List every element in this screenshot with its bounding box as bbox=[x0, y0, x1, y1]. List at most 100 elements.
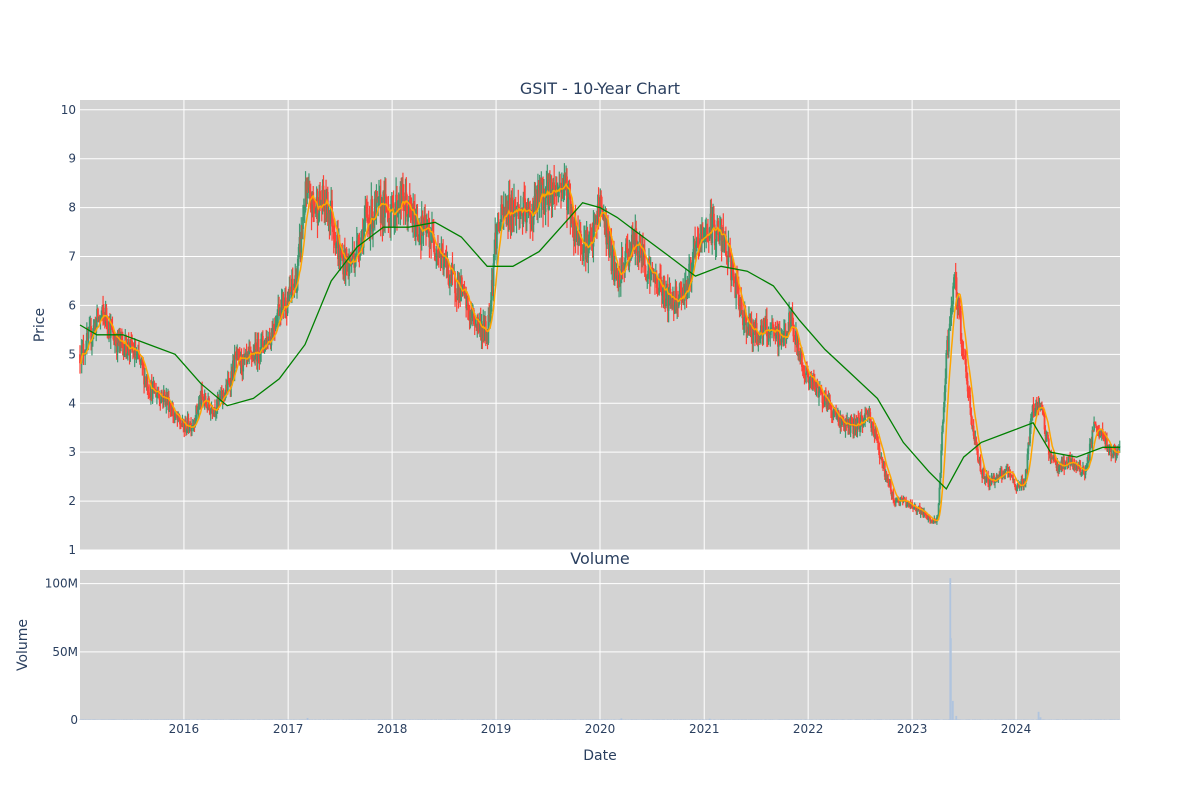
volume-bar bbox=[542, 719, 544, 720]
candle-body bbox=[579, 230, 582, 246]
candle-body bbox=[804, 374, 807, 376]
candle-body bbox=[816, 381, 819, 388]
candle-body bbox=[679, 283, 682, 287]
candle-body bbox=[1112, 449, 1115, 456]
candle-body bbox=[551, 189, 554, 207]
volume-bar bbox=[239, 719, 242, 720]
volume-bar bbox=[555, 719, 558, 720]
candle-body bbox=[938, 487, 941, 504]
candle-body bbox=[102, 307, 104, 314]
candle-body bbox=[1004, 470, 1007, 474]
candle-body bbox=[369, 224, 372, 235]
date-x-tick-label: 2023 bbox=[897, 722, 928, 736]
volume-bar bbox=[509, 719, 512, 720]
candle-body bbox=[895, 500, 898, 502]
volume-bar bbox=[648, 719, 650, 720]
volume-bar bbox=[479, 719, 481, 720]
candle-body bbox=[566, 198, 569, 211]
candle-body bbox=[406, 205, 409, 222]
candle-body bbox=[568, 195, 571, 197]
date-x-tick-labels: 2016 2017 2018 2019 2020 2021 2022 2023 2024 bbox=[169, 722, 1032, 736]
volume-bar bbox=[557, 719, 560, 720]
candle-body bbox=[791, 312, 794, 326]
candle-body bbox=[442, 253, 444, 270]
volume-bar bbox=[201, 719, 203, 720]
volume-bar bbox=[1112, 719, 1114, 720]
volume-bar bbox=[601, 719, 603, 720]
volume-bar bbox=[936, 719, 939, 720]
candle-body bbox=[703, 234, 706, 237]
volume-bar bbox=[125, 719, 127, 720]
ma-long-line bbox=[79, 201, 1120, 490]
candle-body bbox=[673, 305, 676, 309]
volume-bar bbox=[778, 719, 781, 720]
candle-body bbox=[386, 209, 389, 212]
candle-body bbox=[1115, 455, 1118, 457]
volume-bar bbox=[424, 719, 426, 720]
volume-bar bbox=[82, 719, 85, 720]
candle-body bbox=[725, 255, 728, 258]
volume-bar bbox=[519, 719, 521, 720]
candle-body bbox=[1094, 423, 1097, 426]
volume-bar bbox=[836, 719, 838, 720]
volume-bar bbox=[502, 719, 505, 720]
volume-bar bbox=[877, 719, 880, 720]
candle-body bbox=[905, 500, 908, 507]
volume-bar bbox=[197, 719, 199, 720]
volume-bar bbox=[1012, 719, 1015, 720]
volume-bar bbox=[598, 719, 601, 720]
candle-body bbox=[621, 256, 624, 266]
candle-body bbox=[290, 292, 292, 294]
volume-bar bbox=[514, 719, 517, 720]
candle-body bbox=[877, 442, 880, 449]
candle-body bbox=[869, 412, 872, 422]
candle-body bbox=[1076, 466, 1078, 470]
candle-body bbox=[912, 508, 915, 510]
candle-body bbox=[242, 354, 245, 372]
candle-body bbox=[900, 497, 903, 500]
candle-body bbox=[273, 325, 275, 329]
candle-body bbox=[378, 196, 380, 198]
volume-bar bbox=[979, 719, 982, 720]
candle-body bbox=[169, 407, 172, 411]
candle-body bbox=[665, 287, 667, 307]
volume-bar bbox=[925, 719, 928, 720]
candle-body bbox=[607, 220, 609, 234]
candle-body bbox=[876, 434, 878, 437]
candle-body bbox=[450, 265, 453, 280]
candle-body bbox=[432, 233, 435, 249]
candle-body bbox=[1093, 421, 1095, 431]
volume-bar bbox=[753, 719, 755, 720]
candle-body bbox=[153, 382, 156, 394]
volume-bar bbox=[591, 719, 594, 720]
candle-body bbox=[139, 359, 142, 362]
candle-body bbox=[196, 405, 198, 413]
candle-body bbox=[925, 515, 928, 518]
candle-body bbox=[936, 517, 939, 519]
volume-bar bbox=[954, 719, 956, 720]
volume-bar bbox=[923, 719, 925, 720]
volume-bar bbox=[373, 719, 375, 720]
candle-body bbox=[319, 191, 321, 205]
candle-body bbox=[887, 478, 890, 482]
candle-body bbox=[106, 321, 109, 330]
candle-body bbox=[405, 192, 408, 206]
candle-body bbox=[954, 276, 957, 278]
candle-body bbox=[724, 235, 727, 256]
candle-body bbox=[968, 391, 971, 395]
candle-body bbox=[501, 204, 503, 208]
candle-body bbox=[972, 425, 975, 436]
volume-bar bbox=[949, 638, 952, 720]
volume-bar bbox=[663, 719, 666, 720]
volume-bar bbox=[573, 719, 575, 720]
candle-body bbox=[947, 328, 950, 352]
candle-body bbox=[553, 182, 556, 192]
candle-body bbox=[158, 395, 161, 400]
candle-body bbox=[889, 483, 892, 491]
candle-body bbox=[661, 294, 664, 296]
volume-bar bbox=[784, 719, 787, 720]
price-gridlines bbox=[80, 100, 1120, 551]
volume-bar bbox=[589, 719, 591, 720]
date-x-tick-label: 2016 bbox=[169, 722, 200, 736]
candle-body bbox=[1002, 471, 1005, 477]
